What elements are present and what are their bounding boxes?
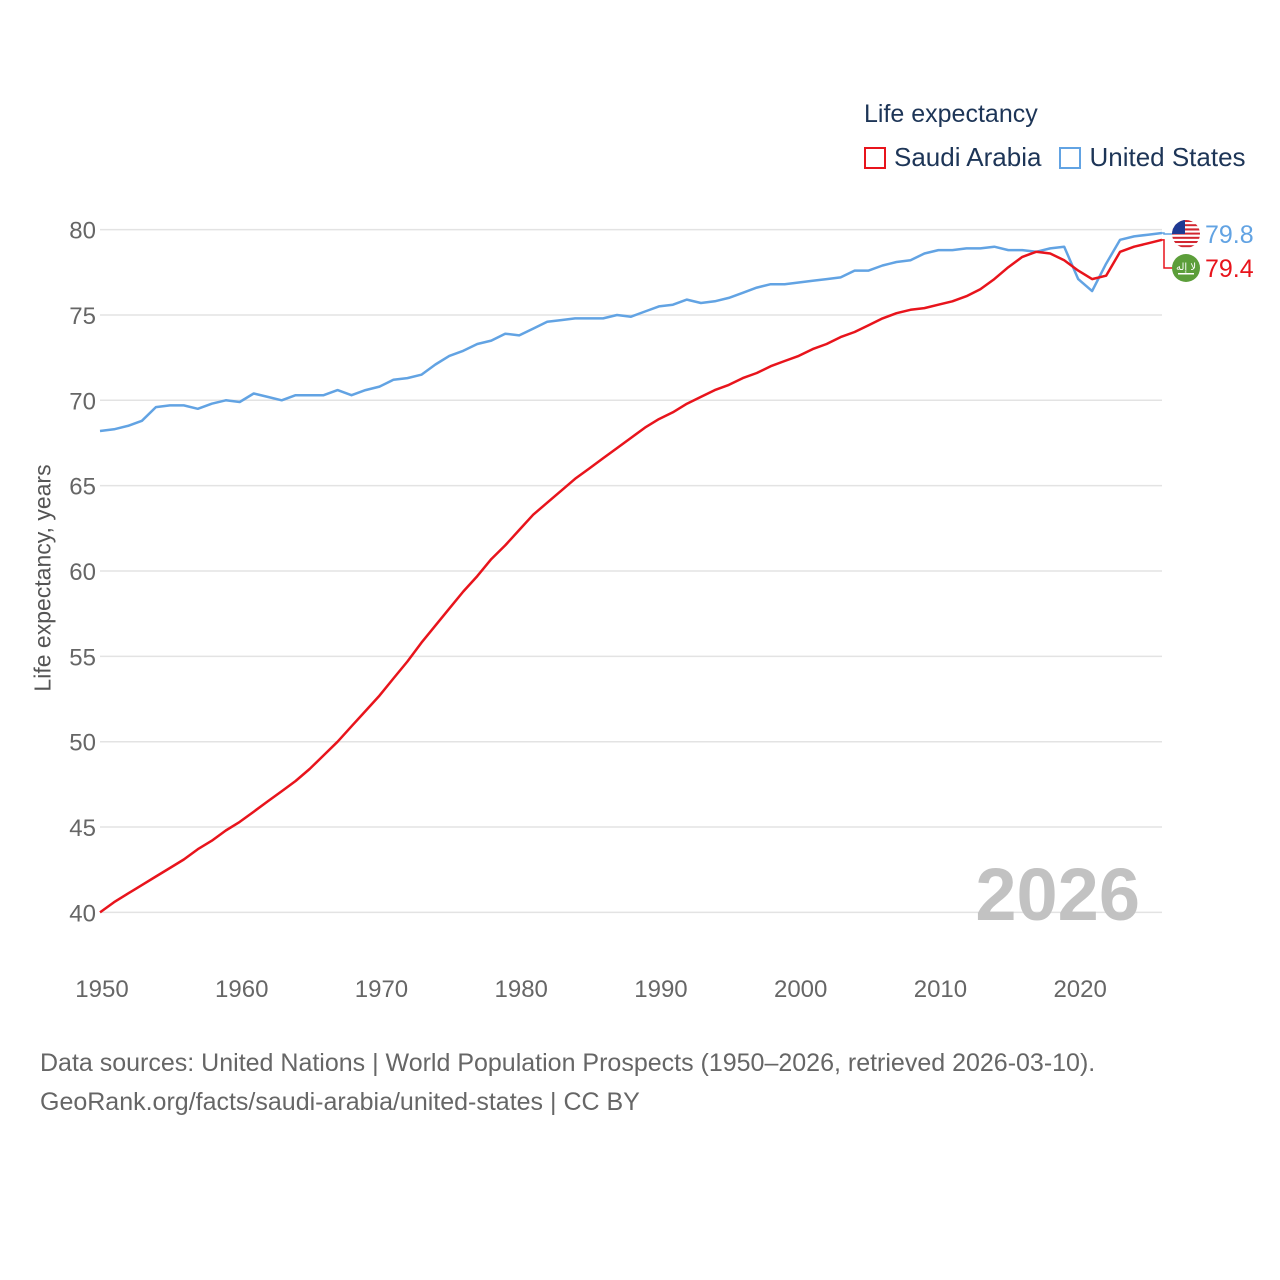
legend: Saudi Arabia United States bbox=[864, 142, 1264, 173]
legend-title: Life expectancy bbox=[864, 100, 1038, 128]
y-tick-label-65: 65 bbox=[69, 474, 96, 501]
y-tick-label-40: 40 bbox=[69, 900, 96, 927]
y-tick-label-70: 70 bbox=[69, 388, 96, 415]
us-flag-icon bbox=[1172, 220, 1200, 248]
series-line-saudi-arabia bbox=[99, 238, 1163, 914]
legend-item-united-states[interactable]: United States bbox=[1059, 142, 1246, 173]
y-axis-ticks: 40 45 50 55 60 65 70 75 80 bbox=[69, 218, 96, 928]
footer-link[interactable]: GeoRank.org/facts/saudi-arabia/united-st… bbox=[40, 1088, 640, 1116]
y-tick-label-50: 50 bbox=[69, 730, 96, 757]
x-axis-ticks: 1950 1960 1970 1980 1990 2000 2010 2020 bbox=[75, 976, 1107, 1003]
y-tick-label-55: 55 bbox=[69, 644, 96, 671]
series-line-united-states bbox=[99, 231, 1163, 433]
svg-text:لا إله: لا إله bbox=[1176, 262, 1196, 273]
legend-item-saudi-arabia[interactable]: Saudi Arabia bbox=[864, 142, 1041, 173]
y-tick-label-45: 45 bbox=[69, 815, 96, 842]
x-tick-label-2000: 2000 bbox=[774, 976, 827, 1003]
legend-label-saudi-arabia: Saudi Arabia bbox=[894, 142, 1042, 172]
x-tick-label-1970: 1970 bbox=[355, 976, 408, 1003]
year-watermark: 2026 bbox=[975, 853, 1140, 936]
gridlines bbox=[100, 228, 1162, 914]
x-tick-label-1990: 1990 bbox=[634, 976, 687, 1003]
legend-label-united-states: United States bbox=[1089, 142, 1246, 172]
x-tick-label-2010: 2010 bbox=[914, 976, 967, 1003]
saudi-flag-icon: لا إله bbox=[1172, 254, 1200, 282]
series-lines bbox=[99, 231, 1163, 914]
footer: Data sources: United Nations | World Pop… bbox=[40, 1044, 1095, 1122]
legend-swatch-united-states bbox=[1059, 146, 1082, 169]
end-connector-saudi-arabia bbox=[1162, 239, 1174, 269]
end-value-saudi-arabia: 79.4 bbox=[1205, 255, 1254, 283]
x-tick-label-1980: 1980 bbox=[495, 976, 548, 1003]
x-tick-label-1960: 1960 bbox=[215, 976, 268, 1003]
x-tick-label-1950: 1950 bbox=[75, 976, 128, 1003]
footer-sources: Data sources: United Nations | World Pop… bbox=[40, 1049, 1096, 1077]
y-axis-label: Life expectancy, years bbox=[29, 464, 56, 692]
end-value-united-states: 79.8 bbox=[1205, 221, 1254, 249]
legend-swatch-saudi-arabia bbox=[864, 146, 886, 169]
end-connector-united-states bbox=[1162, 232, 1174, 235]
series-end-labels: 79.8 لا إله 79.4 bbox=[1162, 220, 1254, 283]
x-tick-label-2020: 2020 bbox=[1053, 976, 1106, 1003]
y-tick-label-75: 75 bbox=[69, 303, 96, 330]
y-tick-label-60: 60 bbox=[69, 559, 96, 586]
y-tick-label-80: 80 bbox=[69, 218, 96, 245]
